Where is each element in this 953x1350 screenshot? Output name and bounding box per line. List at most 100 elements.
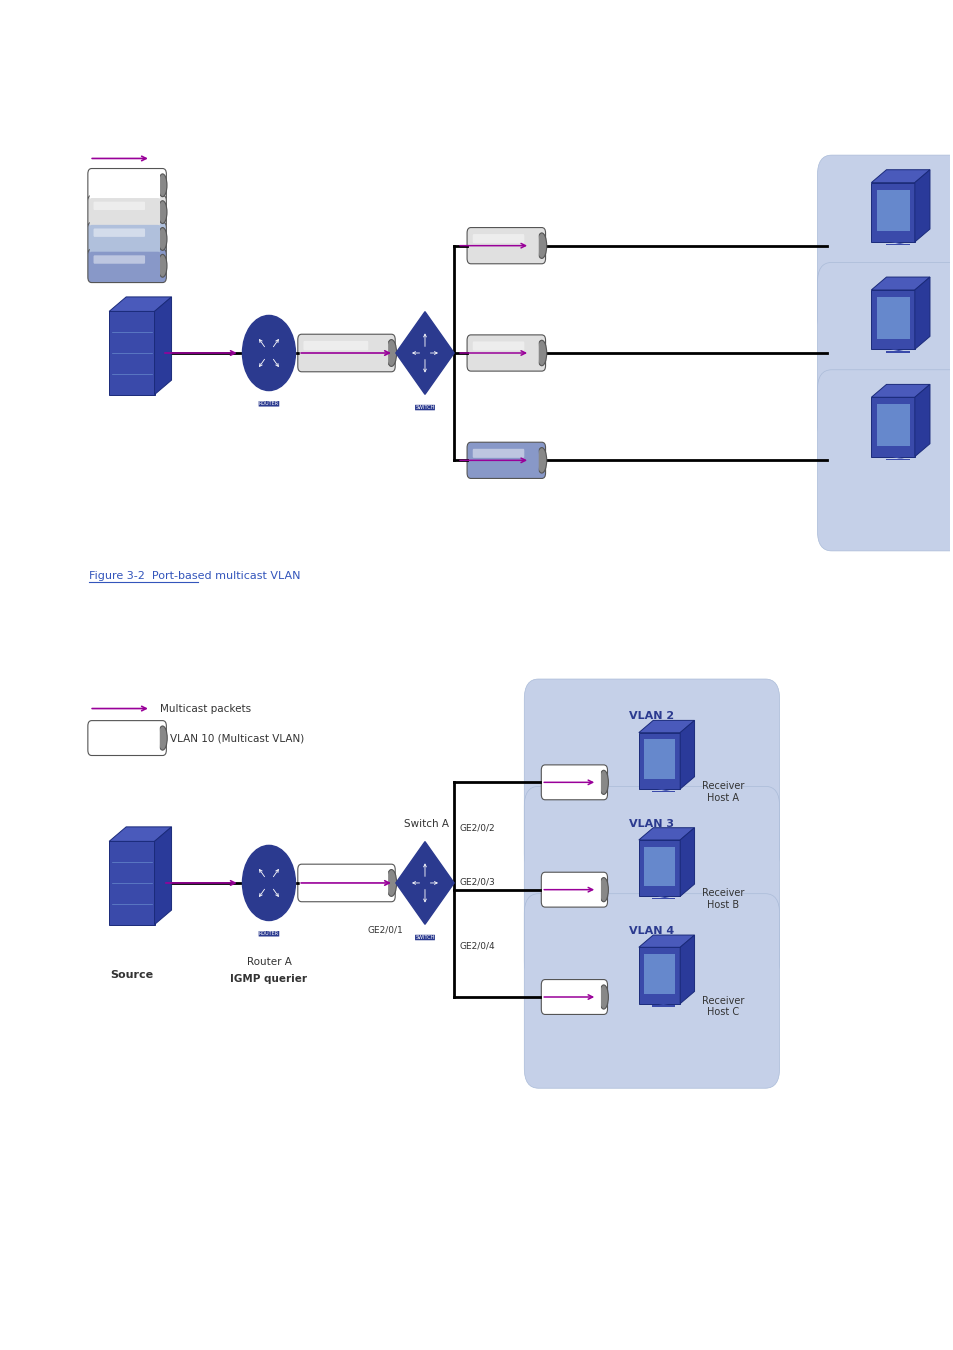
FancyBboxPatch shape: [297, 335, 395, 371]
Polygon shape: [884, 459, 908, 460]
FancyBboxPatch shape: [90, 251, 160, 279]
Circle shape: [242, 316, 295, 390]
FancyBboxPatch shape: [93, 728, 145, 736]
Polygon shape: [395, 841, 454, 925]
Polygon shape: [870, 277, 929, 290]
Text: Receiver
Host C: Receiver Host C: [701, 995, 743, 1017]
Polygon shape: [395, 312, 454, 394]
FancyBboxPatch shape: [546, 986, 589, 995]
Text: VLAN 10 (Multicast VLAN): VLAN 10 (Multicast VLAN): [170, 733, 304, 743]
FancyBboxPatch shape: [524, 679, 779, 873]
Polygon shape: [639, 948, 679, 1003]
FancyBboxPatch shape: [542, 875, 600, 905]
FancyBboxPatch shape: [467, 443, 545, 478]
Polygon shape: [657, 788, 669, 791]
Ellipse shape: [598, 878, 608, 902]
FancyBboxPatch shape: [90, 198, 160, 227]
Text: GE2/0/1: GE2/0/1: [367, 926, 403, 936]
Polygon shape: [639, 828, 694, 840]
Polygon shape: [884, 351, 908, 352]
FancyBboxPatch shape: [469, 231, 538, 261]
FancyBboxPatch shape: [546, 879, 589, 887]
FancyBboxPatch shape: [88, 721, 166, 756]
Polygon shape: [109, 828, 172, 841]
Polygon shape: [876, 404, 908, 446]
FancyBboxPatch shape: [93, 228, 145, 236]
Polygon shape: [109, 312, 154, 394]
Polygon shape: [154, 297, 172, 394]
Text: Receiver
Host B: Receiver Host B: [701, 888, 743, 910]
Ellipse shape: [537, 234, 546, 258]
Polygon shape: [914, 385, 929, 456]
Text: ROUTER: ROUTER: [258, 401, 278, 406]
Polygon shape: [914, 170, 929, 242]
FancyBboxPatch shape: [469, 338, 538, 369]
FancyBboxPatch shape: [93, 255, 145, 263]
FancyBboxPatch shape: [473, 234, 524, 243]
Polygon shape: [870, 290, 914, 350]
Ellipse shape: [386, 869, 396, 896]
FancyBboxPatch shape: [524, 786, 779, 981]
FancyBboxPatch shape: [303, 871, 368, 880]
FancyBboxPatch shape: [817, 262, 953, 444]
FancyBboxPatch shape: [297, 864, 395, 902]
Polygon shape: [639, 733, 679, 788]
Polygon shape: [657, 896, 669, 898]
Ellipse shape: [598, 986, 608, 1008]
Polygon shape: [914, 277, 929, 350]
Polygon shape: [109, 841, 154, 925]
FancyBboxPatch shape: [540, 872, 607, 907]
Ellipse shape: [158, 201, 167, 224]
Polygon shape: [876, 297, 908, 339]
FancyBboxPatch shape: [90, 724, 159, 753]
Polygon shape: [679, 721, 694, 788]
FancyBboxPatch shape: [540, 980, 607, 1014]
Polygon shape: [109, 297, 172, 312]
FancyBboxPatch shape: [473, 342, 524, 351]
FancyBboxPatch shape: [303, 342, 368, 350]
Ellipse shape: [598, 771, 608, 794]
Ellipse shape: [537, 340, 546, 366]
FancyBboxPatch shape: [546, 771, 589, 780]
Polygon shape: [870, 385, 929, 397]
Polygon shape: [889, 350, 903, 351]
Text: Source: Source: [111, 971, 153, 980]
Text: Switch A: Switch A: [404, 819, 449, 829]
Text: SWITCH: SWITCH: [415, 936, 435, 940]
FancyBboxPatch shape: [88, 223, 166, 255]
Polygon shape: [639, 840, 679, 896]
Text: VLAN 2: VLAN 2: [629, 711, 674, 721]
Text: Figure 3-2  Port-based multicast VLAN: Figure 3-2 Port-based multicast VLAN: [90, 571, 300, 580]
Ellipse shape: [158, 254, 167, 277]
Text: Multicast packets: Multicast packets: [160, 703, 251, 714]
Ellipse shape: [157, 726, 167, 751]
FancyBboxPatch shape: [93, 201, 145, 211]
Text: IGMP querier: IGMP querier: [231, 975, 307, 984]
FancyBboxPatch shape: [542, 983, 600, 1011]
Polygon shape: [889, 456, 903, 459]
Text: VLAN 3: VLAN 3: [629, 818, 674, 829]
Text: GE2/0/2: GE2/0/2: [458, 824, 495, 833]
FancyBboxPatch shape: [90, 171, 160, 200]
Polygon shape: [657, 1003, 669, 1006]
Text: Receiver
Host A: Receiver Host A: [701, 780, 743, 802]
Circle shape: [247, 323, 291, 383]
Text: GE2/0/3: GE2/0/3: [458, 878, 495, 886]
Ellipse shape: [158, 174, 167, 197]
FancyBboxPatch shape: [88, 196, 166, 230]
Polygon shape: [870, 397, 914, 456]
Text: Router A: Router A: [246, 957, 291, 967]
Polygon shape: [870, 182, 914, 242]
Text: ROUTER: ROUTER: [258, 931, 278, 937]
FancyBboxPatch shape: [88, 248, 166, 282]
Polygon shape: [643, 954, 675, 994]
FancyBboxPatch shape: [542, 768, 600, 796]
Ellipse shape: [537, 448, 546, 472]
Polygon shape: [679, 828, 694, 896]
FancyBboxPatch shape: [90, 225, 160, 252]
FancyBboxPatch shape: [299, 338, 388, 369]
Polygon shape: [154, 828, 172, 925]
Polygon shape: [884, 244, 908, 246]
Text: VLAN 4: VLAN 4: [629, 926, 674, 936]
Text: GE2/0/4: GE2/0/4: [458, 941, 495, 950]
